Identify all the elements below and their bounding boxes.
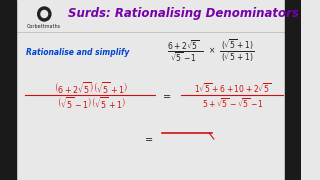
Text: $\times$: $\times$	[208, 46, 216, 56]
Wedge shape	[39, 8, 43, 15]
Text: $\left(6+2\sqrt{5}\right)\left(\sqrt{5}+1\right)$: $\left(6+2\sqrt{5}\right)\left(\sqrt{5}+…	[54, 80, 129, 96]
Text: Rationalise and simplify: Rationalise and simplify	[27, 48, 130, 57]
Text: $(\sqrt{5}+1)$: $(\sqrt{5}+1)$	[221, 38, 254, 52]
Text: $(\sqrt{5}+1)$: $(\sqrt{5}+1)$	[221, 50, 254, 64]
Wedge shape	[41, 17, 48, 20]
Circle shape	[38, 7, 51, 21]
Text: Corbettmaths: Corbettmaths	[27, 24, 61, 29]
Text: $5+\sqrt{5}-\sqrt{5}-1$: $5+\sqrt{5}-\sqrt{5}-1$	[202, 96, 264, 110]
Text: Surds: Rationalising Denominators: Surds: Rationalising Denominators	[68, 6, 299, 19]
Text: $1\sqrt{5}+6+10+2\sqrt{5}$: $1\sqrt{5}+6+10+2\sqrt{5}$	[194, 81, 271, 95]
Bar	[285, 0, 301, 180]
Text: $\left(\sqrt{5}-1\right)\left(\sqrt{5}+1\right)$: $\left(\sqrt{5}-1\right)\left(\sqrt{5}+1…	[57, 95, 126, 111]
Text: $6 + 2\sqrt{5}$: $6 + 2\sqrt{5}$	[167, 38, 200, 52]
Circle shape	[41, 10, 48, 17]
Text: $=$: $=$	[161, 90, 172, 100]
Bar	[0, 0, 16, 180]
Text: $=$: $=$	[143, 133, 154, 143]
Wedge shape	[45, 8, 50, 15]
Text: $\sqrt{5}-1$: $\sqrt{5}-1$	[170, 50, 197, 64]
